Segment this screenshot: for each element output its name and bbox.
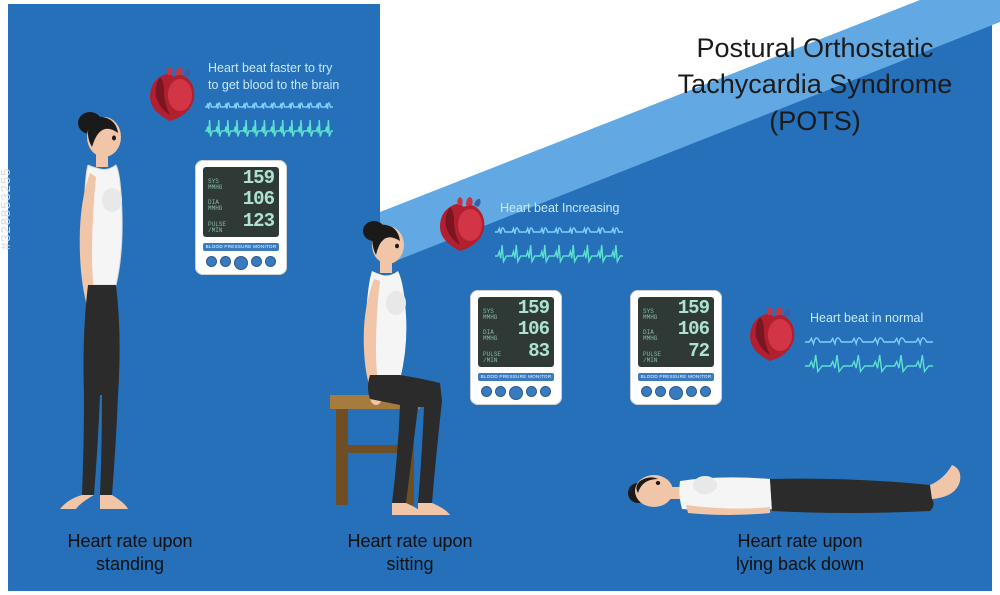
heart-caption-standing: Heart beat faster to try to get blood to…: [208, 60, 339, 94]
dia-value: 106: [518, 321, 549, 338]
person-lying: [610, 435, 980, 525]
ecg-sitting: [495, 220, 625, 270]
title-line2: Tachycardia Syndrome: [660, 66, 970, 102]
monitor-screen: SYSmmHg159 DIAmmHg106 PULSE/min72: [638, 297, 714, 367]
title-line3: (POTS): [660, 103, 970, 139]
heart-standing: [140, 65, 204, 127]
heart-sitting: [430, 195, 494, 257]
dia-value: 106: [678, 321, 709, 338]
pulse-value: 83: [528, 343, 549, 360]
caption-standing: Heart rate upon standing: [40, 530, 220, 577]
pulse-value: 72: [688, 343, 709, 360]
monitor-screen: SYSmmHg159 DIAmmHg106 PULSE/min83: [478, 297, 554, 367]
caption-sitting: Heart rate upon sitting: [320, 530, 500, 577]
monitor-label: BLOOD PRESSURE MONITOR: [478, 373, 554, 381]
heart-lying: [740, 305, 804, 367]
sys-value: 159: [678, 300, 709, 317]
ecg-lying: [805, 330, 935, 380]
monitor-label: BLOOD PRESSURE MONITOR: [638, 373, 714, 381]
monitor-buttons: [203, 256, 279, 270]
person-sitting: [300, 215, 480, 520]
monitor-label: BLOOD PRESSURE MONITOR: [203, 243, 279, 251]
sys-value: 159: [243, 170, 274, 187]
title-line1: Postural Orthostatic: [660, 30, 970, 66]
bp-monitor-sitting: SYSmmHg159 DIAmmHg106 PULSE/min83 BLOOD …: [470, 290, 562, 405]
sys-value: 159: [518, 300, 549, 317]
monitor-buttons: [478, 386, 554, 400]
monitor-buttons: [638, 386, 714, 400]
page-title: Postural Orthostatic Tachycardia Syndrom…: [660, 30, 970, 139]
person-standing: [30, 105, 160, 520]
dia-value: 106: [243, 191, 274, 208]
heart-caption-sitting: Heart beat Increasing: [500, 200, 620, 217]
caption-lying: Heart rate upon lying back down: [700, 530, 900, 577]
pulse-value: 123: [243, 213, 274, 230]
monitor-screen: SYSmmHg159 DIAmmHg106 PULSE/min123: [203, 167, 279, 237]
ecg-standing: [205, 95, 335, 145]
bp-monitor-lying: SYSmmHg159 DIAmmHg106 PULSE/min72 BLOOD …: [630, 290, 722, 405]
bp-monitor-standing: SYSmmHg159 DIAmmHg106 PULSE/min123 BLOOD…: [195, 160, 287, 275]
heart-caption-lying: Heart beat in normal: [810, 310, 923, 327]
watermark-id: #328853255: [0, 168, 13, 250]
